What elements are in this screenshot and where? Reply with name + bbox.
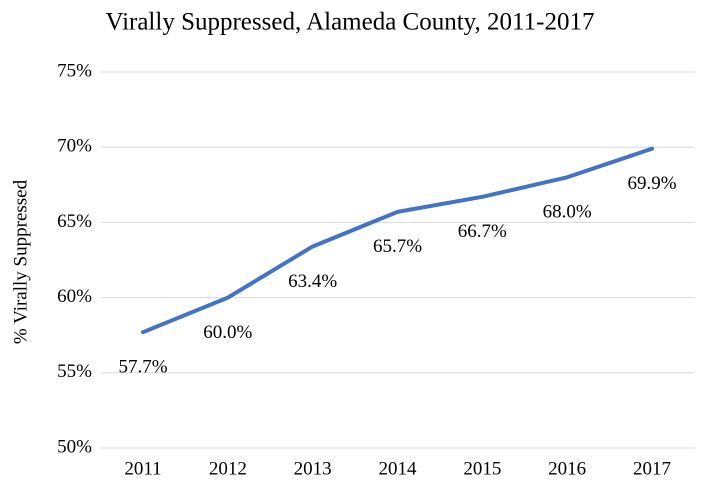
- data-label: 69.9%: [627, 173, 676, 194]
- y-tick-label: 75%: [57, 60, 92, 81]
- data-label: 68.0%: [543, 202, 592, 223]
- x-tick-label: 2016: [548, 458, 586, 479]
- y-tick-label: 55%: [57, 361, 92, 382]
- x-tick-label: 2013: [294, 458, 332, 479]
- data-label: 63.4%: [288, 271, 337, 292]
- x-tick-label: 2014: [379, 458, 418, 479]
- x-tick-label: 2015: [463, 458, 501, 479]
- y-tick-label: 60%: [57, 286, 92, 307]
- data-label: 60.0%: [203, 322, 252, 343]
- y-tick-label: 50%: [57, 436, 92, 457]
- line: [141, 146, 654, 335]
- y-tick-label: 70%: [57, 136, 92, 157]
- chart-title: Virally Suppressed, Alameda County, 2011…: [106, 9, 595, 36]
- x-tick-label: 2017: [633, 458, 671, 479]
- y-axis-label: % Virally Suppressed: [10, 179, 31, 344]
- data-label: 57.7%: [118, 357, 167, 378]
- x-tick-label: 2011: [124, 458, 161, 479]
- data-label: 65.7%: [373, 236, 422, 257]
- y-tick-label: 65%: [57, 211, 92, 232]
- x-tick-label: 2012: [209, 458, 247, 479]
- data-label: 66.7%: [458, 221, 507, 242]
